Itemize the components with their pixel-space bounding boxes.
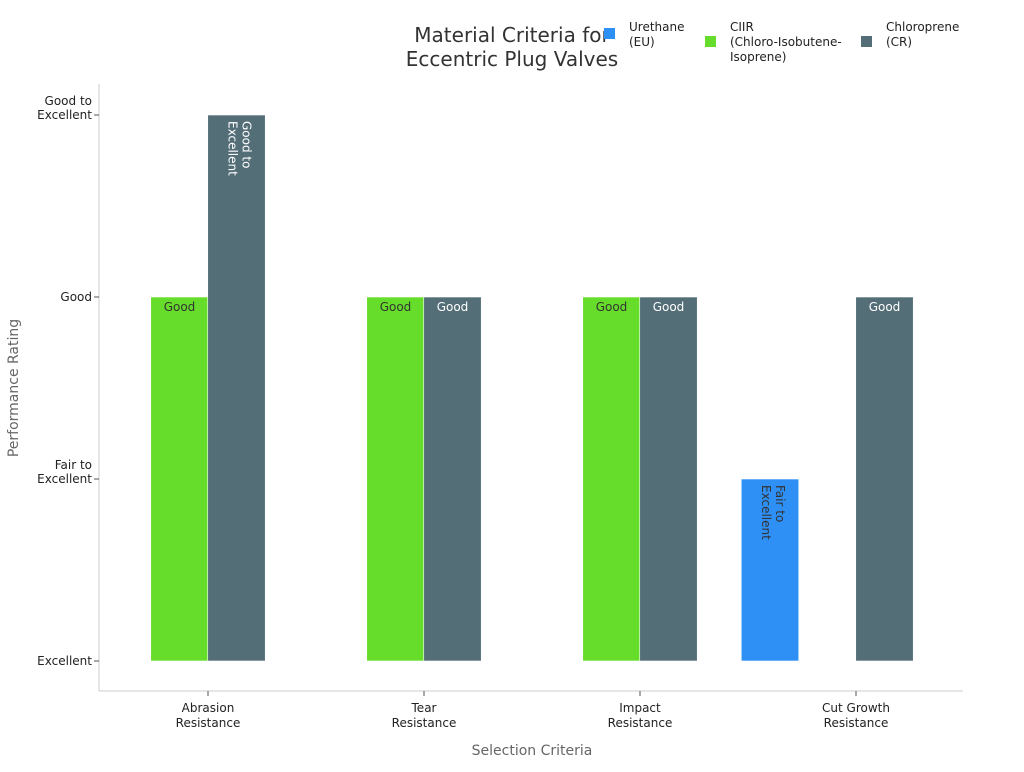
y-axis-label: Performance Rating (6, 319, 22, 457)
legend-swatch (705, 36, 716, 47)
legend-label: CIIR (Chloro-Isobutene-Isoprene) (730, 20, 842, 64)
x-tick-label: Abrasion Resistance (176, 701, 241, 730)
y-tick-label: Excellent (37, 654, 92, 668)
data-label-group: Good toExcellent (226, 121, 254, 176)
data-label-group: Fair toExcellent (759, 485, 787, 540)
bar-2-3 (855, 296, 914, 662)
bar-2-0 (207, 114, 266, 662)
data-label: Good (437, 300, 469, 314)
bar-1-1 (366, 296, 425, 662)
y-tick-label: Good (60, 290, 92, 304)
bar-2-1 (423, 296, 482, 662)
bar-1-0 (150, 296, 209, 662)
data-label: Good toExcellent (226, 121, 254, 176)
x-tick-label: Cut Growth Resistance (822, 701, 890, 730)
legend-swatch (861, 36, 872, 47)
data-label: Fair toExcellent (759, 485, 787, 540)
x-axis-label: Selection Criteria (472, 743, 593, 759)
y-tick-label: Fair to Excellent (37, 458, 92, 486)
data-label: Good (653, 300, 685, 314)
legend-label: Urethane (EU) (629, 20, 685, 49)
x-tick-label: Impact Resistance (608, 701, 673, 730)
bar-0-3 (740, 478, 800, 662)
legend-swatch (604, 28, 615, 39)
data-label: Good (596, 300, 628, 314)
legend-label: Chloroprene (CR) (886, 20, 959, 49)
chart-title: Material Criteria for Eccentric Plug Valv… (406, 23, 618, 71)
x-tick-label: Tear Resistance (392, 701, 457, 730)
data-label: Good (164, 300, 196, 314)
y-tick-label: Good to Excellent (37, 94, 92, 122)
data-label: Good (380, 300, 412, 314)
data-label: Good (869, 300, 901, 314)
bar-2-2 (639, 296, 698, 662)
bar-1-2 (582, 296, 641, 662)
